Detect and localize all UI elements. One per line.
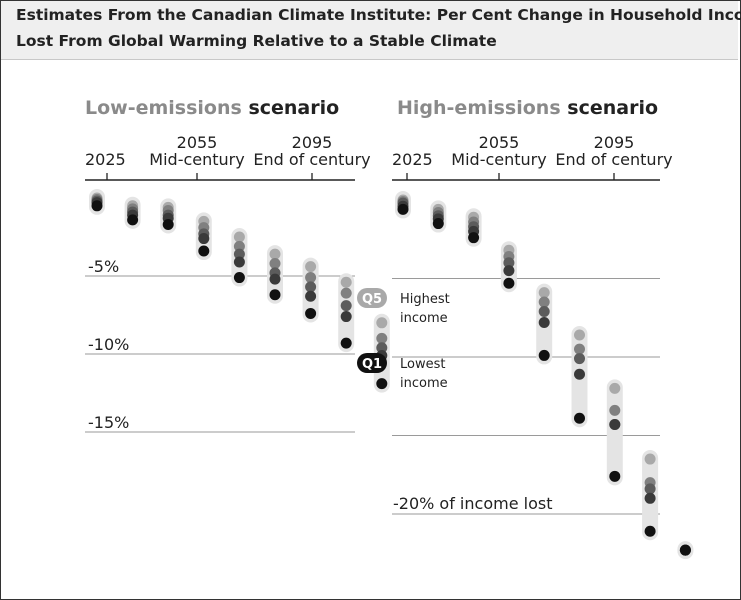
dot-high-7-q1 — [644, 525, 656, 537]
tick-year-2095: 2095 — [292, 133, 333, 152]
dot-low-5-q2 — [269, 273, 281, 285]
y-label-low-0: -5% — [88, 257, 119, 276]
dot-low-8-q1 — [376, 378, 388, 390]
dot-high-5-q5 — [574, 329, 585, 341]
legend-text-q5-1: Highest — [400, 292, 450, 307]
dot-low-6-q4 — [305, 272, 317, 284]
dot-low-7-q5 — [340, 276, 352, 288]
dot-low-2-q1 — [162, 219, 174, 231]
range-band-high-6 — [606, 379, 623, 486]
dot-low-6-q5 — [305, 261, 317, 273]
y-label-low-2: -15% — [88, 413, 129, 432]
dot-high-4-q3 — [538, 305, 550, 317]
dot-high-5-q2 — [574, 368, 585, 380]
dot-high-6-q5 — [609, 382, 621, 394]
dot-low-6-q2 — [305, 290, 317, 302]
y-label-high-0: -20% of income lost — [393, 494, 552, 513]
dot-low-7-q4 — [340, 287, 352, 299]
dot-high-4-q1 — [538, 349, 550, 361]
chart-title-line-2: Lost From Global Warming Relative to a S… — [16, 32, 497, 50]
tick-year-2055: 2055 — [177, 133, 218, 152]
dot-high-7-q3 — [644, 483, 656, 495]
dot-low-0-q1 — [91, 200, 103, 212]
dot-high-5-q1 — [574, 412, 585, 424]
dot-low-3-q1 — [198, 245, 210, 257]
dot-low-4-q3 — [233, 248, 245, 260]
dot-low-4-q4 — [233, 240, 245, 252]
dot-high-4-q4 — [538, 296, 550, 308]
dot-high-8-q1 — [679, 544, 691, 556]
dot-low-8-q4 — [376, 332, 388, 344]
dot-low-8-q5 — [376, 317, 388, 329]
dot-low-3-q2 — [198, 233, 210, 245]
dot-low-1-q1 — [127, 214, 139, 226]
dot-high-4-q2 — [538, 316, 550, 328]
legend-text-q1-1: Lowest — [400, 357, 445, 372]
tick-label-2055: Mid-century — [149, 150, 244, 169]
tick-label-2055: Mid-century — [451, 150, 546, 169]
title-bar: Estimates From the Canadian Climate Inst… — [1, 1, 741, 60]
legend-text-q5-2: income — [400, 311, 448, 326]
dot-high-5-q3 — [574, 353, 585, 365]
dot-high-4-q5 — [538, 287, 550, 299]
dot-high-0-q1 — [397, 203, 409, 215]
dot-high-7-q5 — [644, 453, 656, 465]
dot-low-7-q3 — [340, 300, 352, 312]
dot-high-6-q1 — [609, 470, 621, 482]
panel-title-high: High-emissions scenario — [397, 97, 658, 119]
tick-year-2055: 2055 — [479, 133, 520, 152]
dot-high-3-q1 — [503, 277, 515, 289]
dot-high-7-q2 — [644, 492, 656, 504]
tick-year-2025: 2025 — [85, 150, 126, 169]
dot-high-6-q2 — [609, 419, 621, 431]
dot-low-4-q2 — [233, 256, 245, 268]
dot-low-8-q3 — [376, 342, 388, 354]
dot-low-5-q5 — [269, 248, 281, 260]
tick-label-2095: End of century — [253, 150, 370, 169]
dot-high-3-q2 — [503, 265, 515, 277]
legend-text-q1-2: income — [400, 376, 448, 391]
dot-low-6-q1 — [305, 307, 317, 319]
legend-badge-q1 — [357, 353, 387, 373]
dot-high-6-q4 — [609, 404, 621, 416]
dot-high-1-q1 — [432, 218, 444, 230]
tick-year-2025: 2025 — [392, 150, 433, 169]
dot-low-7-q1 — [340, 337, 352, 349]
tick-year-2095: 2095 — [594, 133, 635, 152]
dot-high-3-q3 — [503, 257, 515, 269]
dot-low-5-q1 — [269, 289, 281, 301]
legend-badge-q5 — [357, 288, 387, 308]
chart-title-line-1: Estimates From the Canadian Climate Inst… — [16, 6, 741, 24]
dot-high-5-q4 — [574, 343, 585, 355]
legend-badge-text-q1: Q1 — [362, 357, 382, 372]
legend-badge-text-q5: Q5 — [362, 292, 382, 307]
dot-low-4-q5 — [233, 231, 245, 243]
y-label-low-1: -10% — [88, 335, 129, 354]
dot-low-6-q3 — [305, 281, 317, 293]
dot-high-2-q1 — [468, 232, 480, 244]
dot-low-5-q4 — [269, 258, 281, 270]
dot-low-4-q1 — [233, 272, 245, 284]
dot-low-7-q2 — [340, 311, 352, 323]
tick-label-2095: End of century — [555, 150, 672, 169]
panel-title-low: Low-emissions scenario — [85, 97, 339, 119]
